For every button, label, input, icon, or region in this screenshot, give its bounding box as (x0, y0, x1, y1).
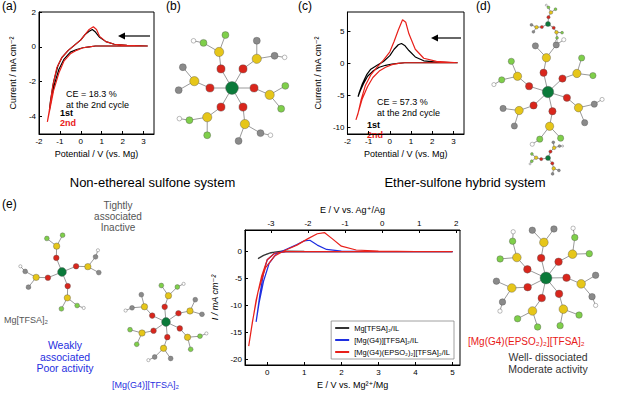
html-text:(d): (d) (476, 0, 491, 13)
svg-text:2: 2 (120, 137, 125, 146)
svg-text:at the 2nd cycle: at the 2nd cycle (66, 100, 129, 110)
html-text:(b): (b) (166, 0, 181, 13)
html-text:Well- dissociated Moderate act: Well- dissociated Moderate activity (508, 351, 588, 375)
svg-text:0: 0 (380, 219, 385, 228)
html-text:(c): (c) (298, 0, 312, 13)
svg-text:1: 1 (417, 219, 422, 228)
html-text:(a): (a) (2, 0, 17, 13)
svg-text:-1: -1 (365, 137, 373, 146)
svg-text:5: 5 (450, 368, 455, 377)
svg-text:[Mg(G4)(EPSO₂)₂][TFSA]₂/IL: [Mg(G4)(EPSO₂)₂][TFSA]₂/IL (354, 348, 450, 357)
svg-text:2nd: 2nd (60, 118, 76, 128)
svg-text:-2: -2 (304, 219, 312, 228)
svg-text:0: 0 (388, 137, 393, 146)
svg-text:Potential / V (vs. Mg): Potential / V (vs. Mg) (55, 149, 139, 159)
html-text:(e): (e) (2, 197, 17, 211)
svg-text:-10: -10 (230, 301, 242, 310)
html-text:Ether-sulfone hybrid system: Ether-sulfone hybrid system (384, 175, 546, 190)
svg-text:-3: -3 (267, 219, 275, 228)
html-text:Non-ethereal sulfone system: Non-ethereal sulfone system (69, 175, 236, 190)
svg-text:CE = 18.3 %: CE = 18.3 % (66, 89, 117, 99)
svg-text:3: 3 (451, 137, 456, 146)
svg-text:3: 3 (376, 368, 381, 377)
html-text:Mg[TFSA]₂: Mg[TFSA]₂ (4, 315, 48, 325)
svg-text:Current / mA cm⁻²: Current / mA cm⁻² (313, 37, 323, 110)
svg-text:0: 0 (238, 247, 243, 256)
html-text:[Mg(G4)(EPSO₂)₂][TFSA]₂: [Mg(G4)(EPSO₂)₂][TFSA]₂ (468, 336, 585, 347)
svg-text:2: 2 (430, 137, 435, 146)
svg-text:Mg[TFSA]₂/IL: Mg[TFSA]₂/IL (354, 324, 399, 333)
svg-text:I / mA cm⁻²: I / mA cm⁻² (210, 274, 220, 320)
svg-text:-10: -10 (333, 123, 345, 132)
svg-text:4: 4 (413, 368, 418, 377)
svg-text:-2: -2 (35, 137, 43, 146)
svg-text:-4: -4 (29, 112, 37, 121)
svg-text:2: 2 (454, 219, 459, 228)
svg-text:-1: -1 (56, 137, 64, 146)
svg-text:0: 0 (79, 137, 84, 146)
svg-text:Current / mA cm⁻²: Current / mA cm⁻² (8, 37, 18, 110)
svg-text:0: 0 (265, 368, 270, 377)
svg-text:1: 1 (100, 137, 105, 146)
svg-text:2: 2 (32, 8, 37, 17)
svg-text:-5: -5 (235, 274, 243, 283)
svg-text:-2: -2 (29, 77, 37, 86)
svg-text:1st: 1st (60, 108, 73, 118)
svg-text:-20: -20 (230, 355, 242, 364)
html-text:Weakly associated Poor activit: Weakly associated Poor activity (36, 339, 94, 375)
svg-text:0: 0 (340, 59, 345, 68)
html-text:Tightly associated Inactive: Tightly associated Inactive (94, 200, 142, 233)
svg-text:3: 3 (141, 137, 146, 146)
svg-text:E / V vs. Ag⁺/Ag: E / V vs. Ag⁺/Ag (320, 205, 385, 215)
svg-text:5: 5 (340, 27, 345, 36)
svg-text:0: 0 (32, 42, 37, 51)
svg-text:[Mg(G4)][TFSA]₂/IL: [Mg(G4)][TFSA]₂/IL (354, 336, 418, 345)
svg-text:1st: 1st (367, 120, 380, 130)
svg-text:1: 1 (302, 368, 307, 377)
svg-text:E / V vs. Mg²⁺/Mg: E / V vs. Mg²⁺/Mg (317, 380, 388, 390)
svg-text:at the 2nd cycle: at the 2nd cycle (377, 108, 440, 118)
svg-text:-5: -5 (337, 91, 345, 100)
svg-text:CE = 57.3 %: CE = 57.3 % (377, 97, 428, 107)
svg-text:-15: -15 (230, 328, 242, 337)
svg-text:Potential / V (vs. Mg): Potential / V (vs. Mg) (364, 149, 448, 159)
html-text:[Mg(G4)][TFSA]₂: [Mg(G4)][TFSA]₂ (112, 380, 179, 390)
svg-text:2: 2 (339, 368, 344, 377)
svg-text:1: 1 (409, 137, 414, 146)
svg-text:-2: -2 (344, 137, 352, 146)
svg-text:-1: -1 (342, 219, 350, 228)
